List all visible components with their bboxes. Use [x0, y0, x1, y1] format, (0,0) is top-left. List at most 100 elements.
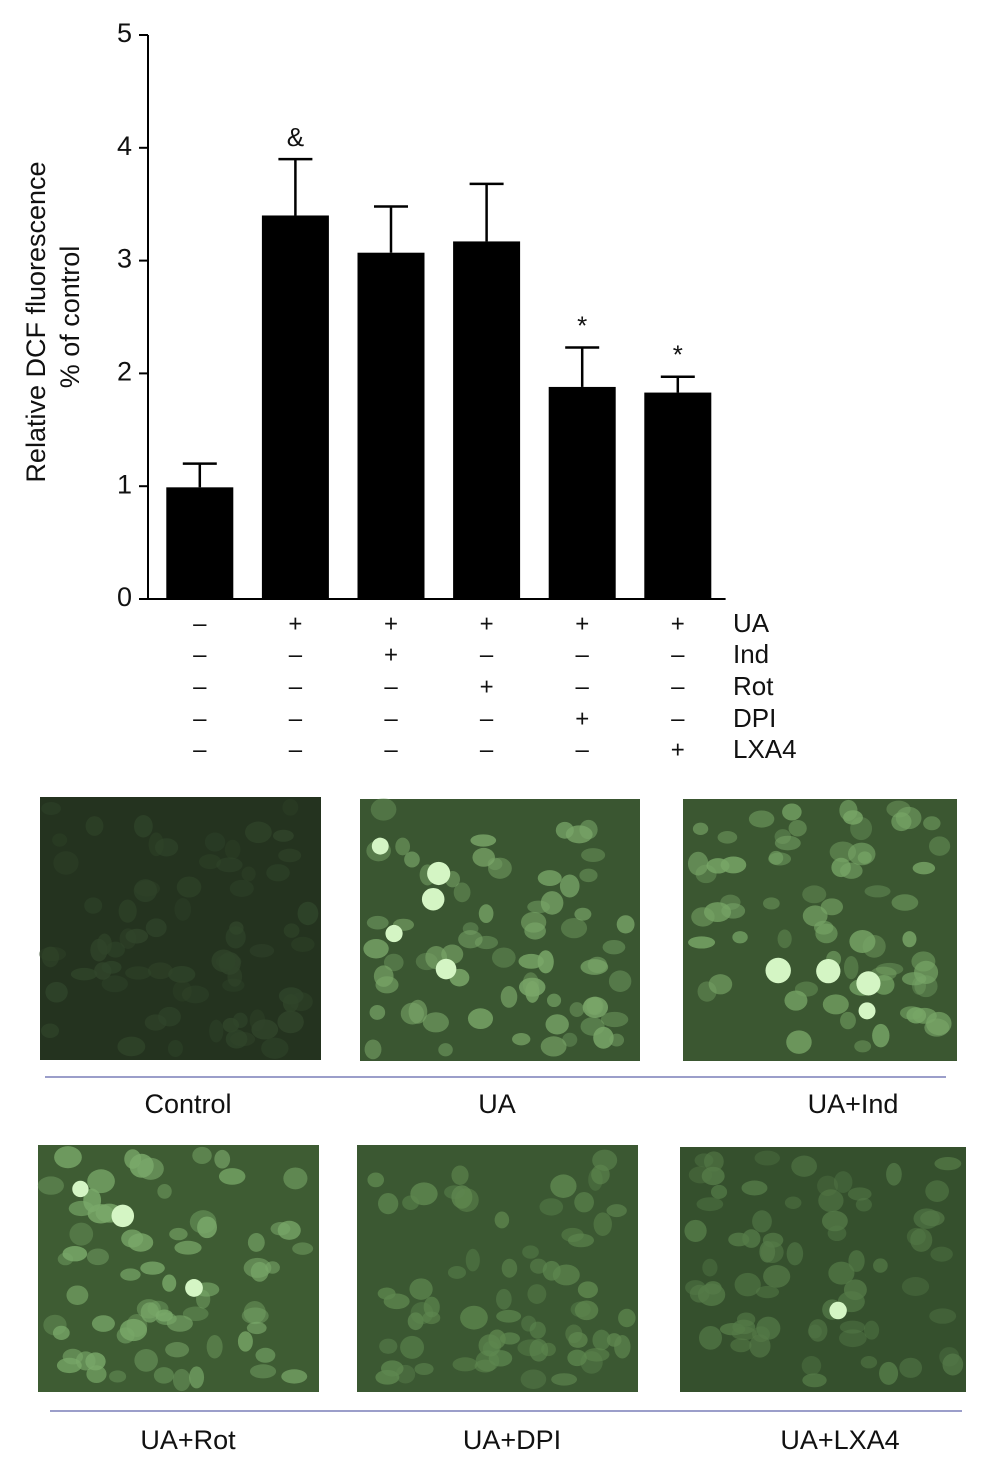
- cell: [140, 1302, 160, 1323]
- y-axis-label: % of control: [55, 246, 85, 389]
- cell: [731, 1326, 757, 1341]
- treatment-name: DPI: [733, 703, 776, 733]
- cell: [684, 1219, 707, 1242]
- treatment-sign: +: [384, 610, 398, 637]
- cell: [579, 819, 598, 840]
- cell: [593, 1026, 614, 1049]
- cell: [550, 1174, 577, 1198]
- cell: [567, 1233, 595, 1248]
- cell: [251, 1019, 279, 1040]
- bright-cell: [111, 1204, 135, 1228]
- cell: [777, 929, 792, 949]
- treatment-sign: –: [576, 673, 590, 700]
- cell: [90, 938, 108, 962]
- cell: [708, 974, 733, 995]
- cell: [218, 1168, 246, 1185]
- cell: [40, 1023, 60, 1039]
- cell: [540, 1036, 567, 1057]
- cell: [404, 851, 420, 868]
- cell: [512, 1032, 531, 1046]
- cell: [687, 851, 709, 876]
- cell: [289, 992, 313, 1012]
- cell: [755, 1285, 780, 1299]
- cell: [491, 947, 516, 968]
- cell: [66, 1285, 89, 1306]
- treatment-sign: –: [289, 673, 303, 700]
- cell: [849, 930, 876, 954]
- cell: [458, 930, 483, 949]
- cell: [827, 1225, 847, 1242]
- cell: [527, 900, 551, 914]
- cell: [494, 1211, 510, 1229]
- bright-cell: [816, 958, 841, 984]
- cell: [570, 1301, 591, 1318]
- cell: [204, 832, 226, 852]
- cell: [546, 993, 562, 1008]
- bar: [261, 215, 329, 600]
- treatment-sign: +: [384, 641, 398, 668]
- cell: [942, 1353, 964, 1376]
- cell: [255, 1347, 276, 1363]
- treatment-sign: –: [576, 641, 590, 668]
- cell: [165, 1341, 190, 1358]
- cell: [577, 1281, 598, 1299]
- cell: [120, 1268, 141, 1281]
- cell: [784, 1196, 802, 1209]
- cell: [383, 953, 404, 972]
- cell: [278, 848, 302, 863]
- cell: [608, 970, 632, 993]
- y-tick-label: 2: [117, 357, 132, 387]
- cell: [749, 1334, 771, 1358]
- treatment-sign: +: [480, 673, 494, 700]
- cell: [409, 1278, 433, 1300]
- cell: [774, 835, 801, 851]
- cell: [820, 898, 844, 916]
- treatment-sign: +: [671, 610, 685, 637]
- cell: [788, 820, 807, 837]
- cell: [569, 1002, 585, 1017]
- cell: [496, 1288, 512, 1310]
- annotation: &: [287, 122, 304, 152]
- cell: [375, 976, 399, 994]
- cell: [923, 816, 941, 831]
- cell: [438, 1043, 453, 1057]
- cell: [574, 907, 592, 921]
- cell: [84, 897, 103, 914]
- cell: [174, 897, 192, 921]
- cell: [261, 1037, 289, 1059]
- cell: [934, 1157, 962, 1171]
- cell: [94, 962, 112, 980]
- cell: [616, 915, 635, 934]
- treatment-sign: +: [575, 705, 589, 732]
- cell: [879, 1361, 899, 1385]
- treatment-name: Ind: [733, 639, 769, 669]
- cell: [593, 1212, 612, 1237]
- cell: [742, 1229, 761, 1248]
- cell: [478, 904, 494, 924]
- cell: [574, 1300, 599, 1321]
- cell: [891, 894, 919, 911]
- cell: [118, 899, 137, 923]
- cell: [237, 1331, 253, 1352]
- treatment-sign: +: [288, 610, 302, 637]
- micrograph: [37, 1145, 319, 1392]
- bright-cell: [185, 1279, 203, 1297]
- cell: [119, 928, 137, 949]
- y-tick-label: 4: [117, 131, 132, 161]
- cell: [822, 994, 849, 1015]
- cell: [451, 1165, 469, 1186]
- cell: [583, 1347, 610, 1362]
- cell: [537, 870, 562, 887]
- cell: [109, 1370, 127, 1383]
- cell: [696, 1197, 724, 1212]
- cell: [291, 936, 315, 952]
- cell: [467, 1008, 494, 1030]
- cell: [380, 1360, 404, 1377]
- bright-cell: [371, 837, 389, 855]
- bright-cell: [435, 958, 457, 980]
- cell: [843, 810, 863, 825]
- cell: [756, 1316, 781, 1340]
- cell: [277, 1010, 304, 1034]
- y-tick-label: 0: [117, 582, 132, 612]
